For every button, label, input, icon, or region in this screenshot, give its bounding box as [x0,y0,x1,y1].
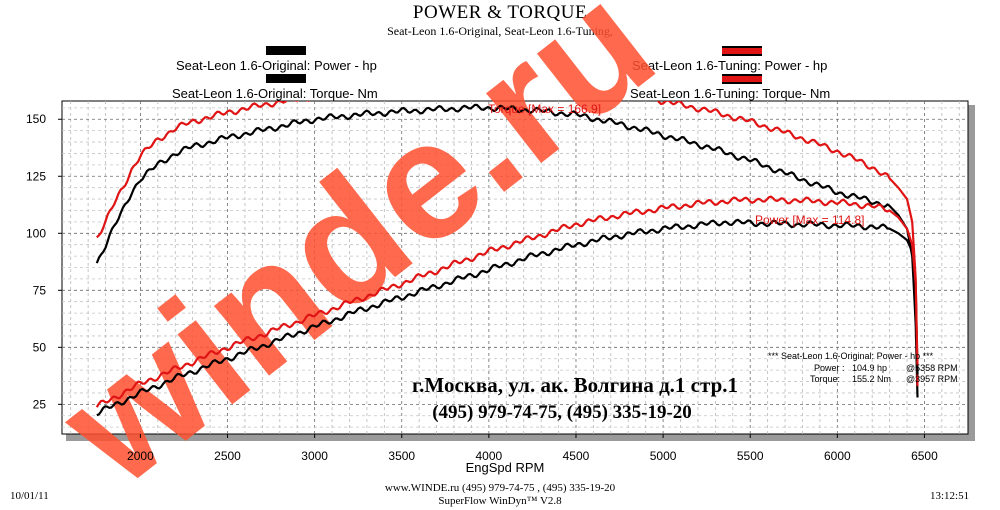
chart-subtitle: Seat-Leon 1.6-Original, Seat-Leon 1.6-Tu… [387,24,613,38]
y-tick-label: 25 [33,397,47,411]
info-power-at: @5358 RPM [906,363,958,373]
info-header: *** Seat-Leon 1.6-Original: Power - hp *… [768,351,934,361]
x-tick-label: 5000 [650,449,677,463]
info-torque-at: @3957 RPM [906,374,958,384]
info-torque-value: 155.2 Nm [852,374,891,384]
x-axis-ticks: 2000 2500 3000 3500 4000 4500 5000 5500 6000 6500 [127,434,938,463]
info-torque-label: Torque: [810,374,840,384]
footer-software: SuperFlow WinDyn™ V2.8 [438,495,562,507]
series-line-1 [95,103,919,398]
address-line-1: г.Москва, ул. ак. Волгина д.1 стр.1 [412,373,738,397]
power-max-annotation: Power [Max = 114.8] [755,213,865,227]
x-tick-label: 4000 [476,449,503,463]
x-tick-label: 5500 [737,449,764,463]
info-power-label: Power : [814,363,845,373]
y-tick-label: 100 [26,226,46,240]
legend-swatch-original-torque [266,74,306,83]
y-tick-label: 125 [26,169,46,183]
y-tick-label: 75 [33,283,47,297]
footer-date: 10/01/11 [10,490,49,502]
series-line-4 [95,195,919,408]
info-box: *** Seat-Leon 1.6-Original: Power - hp *… [768,351,958,384]
x-tick-label: 3000 [301,449,328,463]
legend-swatch-original-power [266,46,306,55]
legend-tuning-torque: Seat-Leon 1.6-Tuning: Torque- Nm [630,86,831,101]
legend-tuning-power: Seat-Leon 1.6-Tuning: Power - hp [632,58,828,73]
series-line-3 [96,218,919,417]
x-tick-label: 6500 [911,449,938,463]
legend-original-power: Seat-Leon 1.6-Original: Power - hp [176,58,377,73]
torque-max-annotation: Torque [Max = 166.9] [488,102,601,116]
x-tick-label: 2500 [214,449,241,463]
chart-title: POWER & TORQUE [412,2,588,23]
footer-time: 13:12:51 [930,490,970,502]
footer-web: www.WINDE.ru (495) 979-74-75 , (495) 335… [384,482,616,494]
info-power-value: 104.9 hp [852,363,887,373]
y-axis-ticks: 25 50 75 100 125 150 [26,112,62,411]
series-lines [95,101,919,417]
x-tick-label: 4500 [563,449,590,463]
x-tick-label: 2000 [127,449,154,463]
series-line-2 [96,101,919,387]
address-line-2: (495) 979-74-75, (495) 335-19-20 [432,402,692,423]
x-tick-label: 6000 [824,449,851,463]
x-tick-label: 3500 [388,449,415,463]
legend-swatch-tuning-torque [722,74,762,84]
y-tick-label: 50 [33,340,47,354]
legend-swatch-tuning-power [722,46,762,56]
x-axis-label: EngSpd RPM [466,460,545,475]
y-tick-label: 150 [26,112,46,126]
legend-original-torque: Seat-Leon 1.6-Original: Torque- Nm [172,86,378,101]
